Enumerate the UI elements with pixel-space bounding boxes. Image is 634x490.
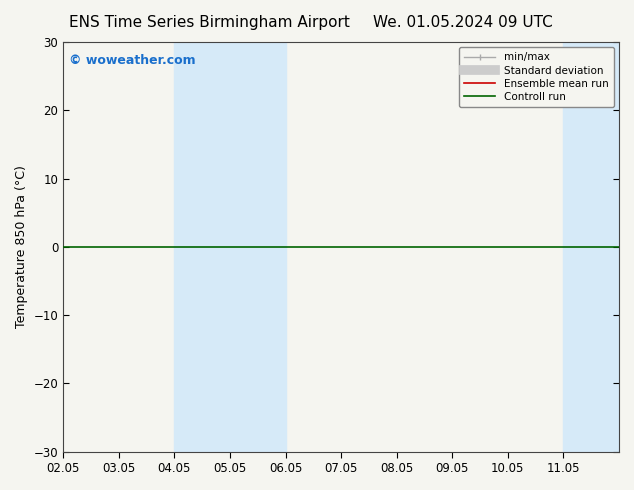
Bar [174, 42, 230, 452]
Text: © woweather.com: © woweather.com [68, 54, 195, 67]
Legend: min/max, Standard deviation, Ensemble mean run, Controll run: min/max, Standard deviation, Ensemble me… [459, 47, 614, 107]
Y-axis label: Temperature 850 hPa (°C): Temperature 850 hPa (°C) [15, 166, 28, 328]
Bar [230, 42, 285, 452]
Bar [564, 42, 619, 452]
Text: We. 01.05.2024 09 UTC: We. 01.05.2024 09 UTC [373, 15, 553, 30]
Text: ENS Time Series Birmingham Airport: ENS Time Series Birmingham Airport [68, 15, 350, 30]
